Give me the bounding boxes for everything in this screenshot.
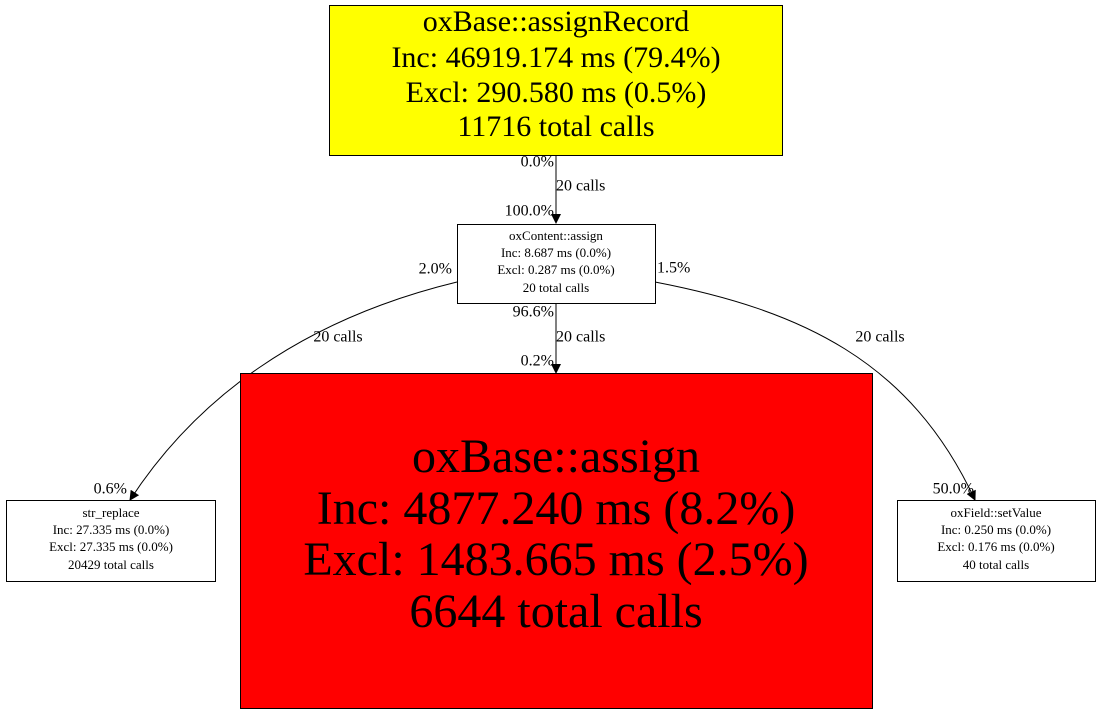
node-box: [457, 224, 656, 304]
node-line: oxField::setValue: [951, 505, 1042, 520]
node-line: 20429 total calls: [68, 557, 154, 572]
edge-head: 100.0%: [505, 203, 554, 220]
edge-head: 0.2%: [521, 353, 554, 370]
node-line: Inc: 27.335 ms (0.0%): [53, 522, 170, 537]
edge-tail: 1.5%: [657, 260, 690, 277]
node-line: Excl: 0.176 ms (0.0%): [937, 539, 1054, 554]
node-line: 6644 total calls: [409, 585, 702, 638]
node-line: Excl: 1483.665 ms (2.5%): [303, 533, 808, 586]
edge-head: 0.6%: [94, 481, 127, 498]
node-line: Excl: 0.287 ms (0.0%): [497, 262, 614, 277]
node-line: Inc: 4877.240 ms (8.2%): [317, 482, 796, 535]
edge-line: [654, 281, 976, 501]
edge-tail: 2.0%: [419, 261, 452, 278]
node-box: [6, 500, 216, 582]
node-line: str_replace: [82, 505, 139, 520]
node-line: 40 total calls: [963, 557, 1029, 572]
edge-label: 20 calls: [313, 329, 362, 346]
edge: 20 calls 0.0% 100.0%: [505, 154, 605, 224]
edge-head: 50.0%: [933, 481, 974, 498]
edge-tail: 96.6%: [513, 304, 554, 321]
node-line: Inc: 0.250 ms (0.0%): [941, 522, 1051, 537]
node-line: 11716 total calls: [457, 110, 654, 143]
edge: 20 calls 96.6% 0.2%: [513, 303, 605, 374]
node-line: oxBase::assignRecord: [423, 5, 690, 38]
node-box: [329, 5, 783, 156]
node: oxBase::assign Inc: 4877.240 ms (8.2%) E…: [240, 373, 873, 709]
node: str_replace Inc: 27.335 ms (0.0%) Excl: …: [6, 500, 216, 582]
node-line: Excl: 27.335 ms (0.0%): [49, 539, 173, 554]
edge-label: 20 calls: [855, 329, 904, 346]
node-box: [240, 373, 873, 709]
edge-tail: 0.0%: [521, 154, 554, 171]
node-line: Inc: 8.687 ms (0.0%): [501, 245, 611, 260]
node: oxBase::assignRecord Inc: 46919.174 ms (…: [329, 5, 783, 156]
edge-label: 20 calls: [556, 329, 605, 346]
node-line: Excl: 290.580 ms (0.5%): [406, 76, 707, 109]
edge-label: 20 calls: [556, 178, 605, 195]
edge: 20 calls 2.0% 0.6%: [94, 261, 458, 501]
node-line: Inc: 46919.174 ms (79.4%): [391, 41, 720, 74]
node: oxField::setValue Inc: 0.250 ms (0.0%) E…: [897, 500, 1096, 582]
node-line: 20 total calls: [523, 280, 589, 295]
node-box: [897, 500, 1096, 582]
node-line: oxBase::assign: [412, 430, 700, 483]
edge: 20 calls 1.5% 50.0%: [654, 260, 976, 501]
edge-line: [129, 281, 458, 501]
node: oxContent::assign Inc: 8.687 ms (0.0%) E…: [457, 224, 656, 304]
node-line: oxContent::assign: [509, 228, 603, 243]
